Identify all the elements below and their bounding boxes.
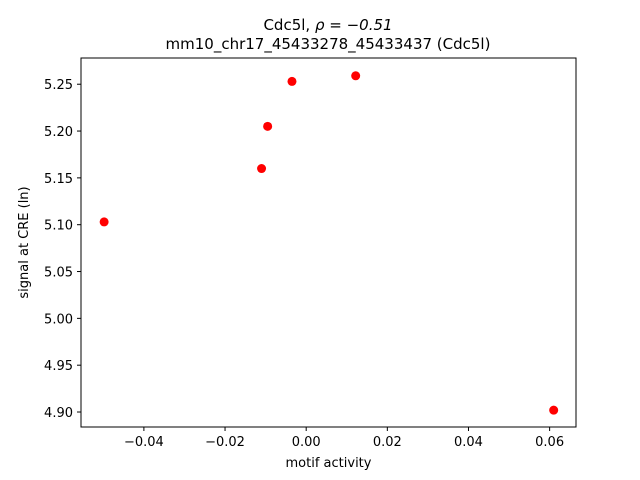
chart-title-line-2: mm10_chr17_45433278_45433437 (Cdc5l)	[166, 35, 491, 54]
y-tick-label: 5.00	[44, 312, 73, 327]
y-tick-label: 5.15	[44, 172, 73, 187]
y-axis-ticks: 4.90 4.95 5.00 5.05 5.10 5.15 5.20 5.25	[44, 78, 81, 421]
title-gene: Cdc5l	[263, 16, 305, 34]
x-tick-label: 0.04	[454, 435, 483, 450]
data-points	[99, 71, 559, 415]
y-tick-label: 5.10	[44, 219, 73, 234]
x-axis-label: motif activity	[286, 456, 372, 471]
data-point	[263, 121, 273, 131]
data-point	[99, 217, 109, 227]
data-point	[351, 71, 361, 81]
y-tick-label: 5.05	[44, 266, 73, 281]
data-point	[257, 164, 267, 174]
y-tick-label: 4.90	[44, 406, 73, 421]
y-tick-label: 4.95	[44, 359, 73, 374]
chart-title-line-1: Cdc5l, ρ = −0.51	[263, 16, 392, 34]
x-tick-label: 0.02	[373, 435, 402, 450]
y-axis-label: signal at CRE (ln)	[17, 186, 32, 298]
plot-area-frame	[80, 57, 577, 428]
x-axis-ticks: −0.04 −0.02 0.00 0.02 0.04 0.06	[124, 427, 564, 450]
data-point	[549, 405, 559, 415]
data-point	[287, 76, 297, 86]
title-rho: ρ = −0.51	[315, 16, 393, 34]
y-tick-label: 5.20	[44, 125, 73, 140]
x-tick-label: 0.00	[292, 435, 321, 450]
x-tick-label: 0.06	[535, 435, 564, 450]
x-tick-label: −0.02	[205, 435, 245, 450]
y-tick-label: 5.25	[44, 78, 73, 93]
x-tick-label: −0.04	[124, 435, 164, 450]
